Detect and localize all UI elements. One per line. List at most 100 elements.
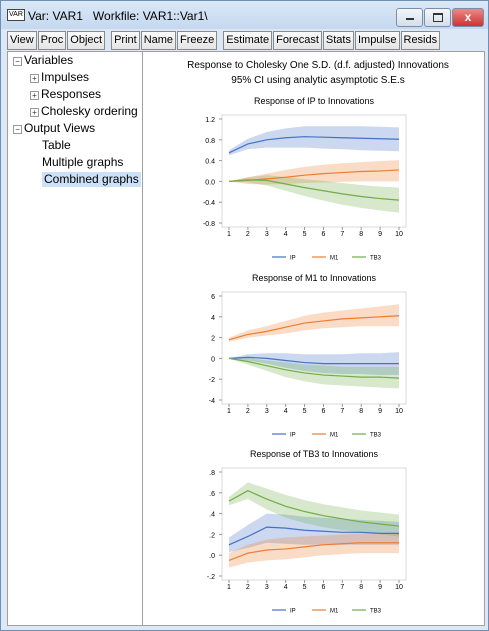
x-tick-label: 4 bbox=[284, 408, 288, 415]
confidence-band bbox=[229, 533, 399, 568]
legend-label: IP bbox=[290, 609, 296, 615]
y-tick-label: 6 bbox=[211, 294, 215, 301]
x-tick-label: 4 bbox=[284, 231, 288, 238]
x-tick-label: 7 bbox=[340, 408, 344, 415]
y-tick-label: .8 bbox=[209, 470, 215, 477]
legend-label: M1 bbox=[330, 433, 339, 439]
title-bar: VAR Var: VAR1 Workfile: VAR1::Var1\ x bbox=[1, 1, 488, 29]
toolbar-button[interactable]: Proc bbox=[37, 31, 67, 50]
x-tick-label: 1 bbox=[227, 231, 231, 238]
x-tick-label: 10 bbox=[395, 408, 403, 415]
tree-expander[interactable]: + bbox=[30, 74, 39, 83]
plot-frame bbox=[221, 467, 407, 581]
response-line bbox=[228, 315, 400, 341]
y-tick-label: -2 bbox=[209, 377, 215, 384]
y-tick-label: .2 bbox=[209, 532, 215, 539]
toolbar-button[interactable]: Freeze bbox=[177, 31, 218, 50]
x-tick-label: 10 bbox=[395, 231, 403, 238]
y-tick-label: 0.8 bbox=[205, 138, 215, 145]
x-tick-label: 2 bbox=[246, 584, 250, 591]
x-tick-label: 6 bbox=[321, 231, 325, 238]
confidence-band bbox=[229, 304, 399, 342]
tree-expander[interactable]: − bbox=[13, 57, 22, 66]
y-tick-label: 0 bbox=[211, 356, 215, 363]
y-tick-label: .0 bbox=[209, 553, 215, 560]
x-tick-label: 1 bbox=[227, 584, 231, 591]
tree-node[interactable]: Cholesky ordering bbox=[41, 104, 138, 118]
x-tick-label: 2 bbox=[246, 408, 250, 415]
y-tick-label: 0.4 bbox=[205, 159, 215, 166]
figure-title: Response to Cholesky One S.D. (d.f. adju… bbox=[187, 60, 449, 71]
toolbar: View Proc Object Print Name Freeze Estimate For… bbox=[7, 31, 441, 50]
y-tick-label: -.2 bbox=[207, 574, 215, 581]
y-tick-label: 0.0 bbox=[205, 179, 215, 186]
toolbar-button[interactable]: Object bbox=[67, 31, 106, 50]
response-line bbox=[228, 179, 400, 201]
x-tick-label: 2 bbox=[246, 231, 250, 238]
x-tick-label: 6 bbox=[321, 584, 325, 591]
x-tick-label: 7 bbox=[340, 231, 344, 238]
tree-node[interactable]: Table bbox=[42, 138, 71, 152]
toolbar-button[interactable]: Estimate bbox=[223, 31, 273, 50]
y-tick-label: .4 bbox=[209, 512, 215, 519]
y-tick-label: 4 bbox=[211, 315, 215, 322]
tree-view: − Variables + Impulses + Responses + Cholesky o… bbox=[8, 52, 143, 625]
x-tick-label: 3 bbox=[265, 408, 269, 415]
confidence-band bbox=[229, 126, 399, 156]
toolbar-button[interactable]: Forecast bbox=[273, 31, 322, 50]
plot-frame bbox=[221, 114, 407, 228]
response-line bbox=[228, 357, 400, 379]
minimize-button[interactable] bbox=[396, 8, 423, 27]
response-line bbox=[228, 490, 400, 527]
y-tick-label: -4 bbox=[209, 398, 215, 405]
figure-subtitle: 95% CI using analytic asymptotic S.E.s bbox=[231, 75, 404, 86]
x-tick-label: 5 bbox=[303, 231, 307, 238]
window-icon: VAR bbox=[7, 9, 25, 21]
y-tick-label: 1.2 bbox=[205, 117, 215, 124]
tree-expander[interactable]: + bbox=[30, 91, 39, 100]
response-line bbox=[228, 542, 399, 561]
x-tick-label: 3 bbox=[265, 584, 269, 591]
response-line bbox=[228, 356, 399, 365]
tree-node[interactable]: Multiple graphs bbox=[42, 155, 124, 169]
tree-node[interactable]: Combined graphs bbox=[42, 172, 141, 187]
x-tick-label: 9 bbox=[378, 584, 382, 591]
toolbar-button[interactable]: Print bbox=[111, 31, 140, 50]
x-tick-label: 8 bbox=[359, 584, 363, 591]
window-title: Var: VAR1 Workfile: VAR1::Var1\ bbox=[28, 9, 208, 23]
x-tick-label: 3 bbox=[265, 231, 269, 238]
response-line bbox=[228, 136, 400, 154]
x-tick-label: 6 bbox=[321, 408, 325, 415]
x-tick-label: 1 bbox=[227, 408, 231, 415]
tree-node[interactable]: Impulses bbox=[41, 70, 90, 84]
y-tick-label: 2 bbox=[211, 336, 215, 343]
tree-node[interactable]: Responses bbox=[41, 87, 102, 101]
legend-label: M1 bbox=[330, 609, 339, 615]
x-tick-label: 7 bbox=[340, 584, 344, 591]
toolbar-button[interactable]: Resids bbox=[400, 31, 441, 50]
x-tick-label: 8 bbox=[359, 231, 363, 238]
legend-label: TB3 bbox=[370, 256, 382, 262]
legend-label: IP bbox=[290, 433, 296, 439]
toolbar-button[interactable]: Name bbox=[140, 31, 177, 50]
y-tick-label: .6 bbox=[209, 491, 215, 498]
x-tick-label: 8 bbox=[359, 408, 363, 415]
tree-expander[interactable]: + bbox=[30, 108, 39, 117]
maximize-button[interactable] bbox=[424, 8, 451, 27]
graph-view: Response to Cholesky One S.D. (d.f. adju… bbox=[187, 60, 449, 615]
x-tick-label: 5 bbox=[303, 584, 307, 591]
chart-title: Response of IP to Innovations bbox=[254, 96, 374, 106]
toolbar-button[interactable]: Impulse bbox=[354, 31, 400, 50]
plot-frame bbox=[221, 291, 407, 405]
toolbar-button[interactable]: View bbox=[7, 31, 37, 50]
tree-node[interactable]: Output Views bbox=[24, 121, 96, 135]
tree-node[interactable]: Variables bbox=[24, 53, 74, 67]
y-tick-label: -0.8 bbox=[203, 221, 215, 228]
response-line bbox=[228, 526, 399, 546]
toolbar-button[interactable]: Stats bbox=[322, 31, 354, 50]
chart-title: Response of M1 to Innovations bbox=[252, 273, 377, 283]
legend-label: TB3 bbox=[370, 609, 382, 615]
confidence-band bbox=[229, 175, 399, 213]
tree-expander[interactable]: − bbox=[13, 125, 22, 134]
close-button[interactable]: x bbox=[452, 8, 484, 27]
